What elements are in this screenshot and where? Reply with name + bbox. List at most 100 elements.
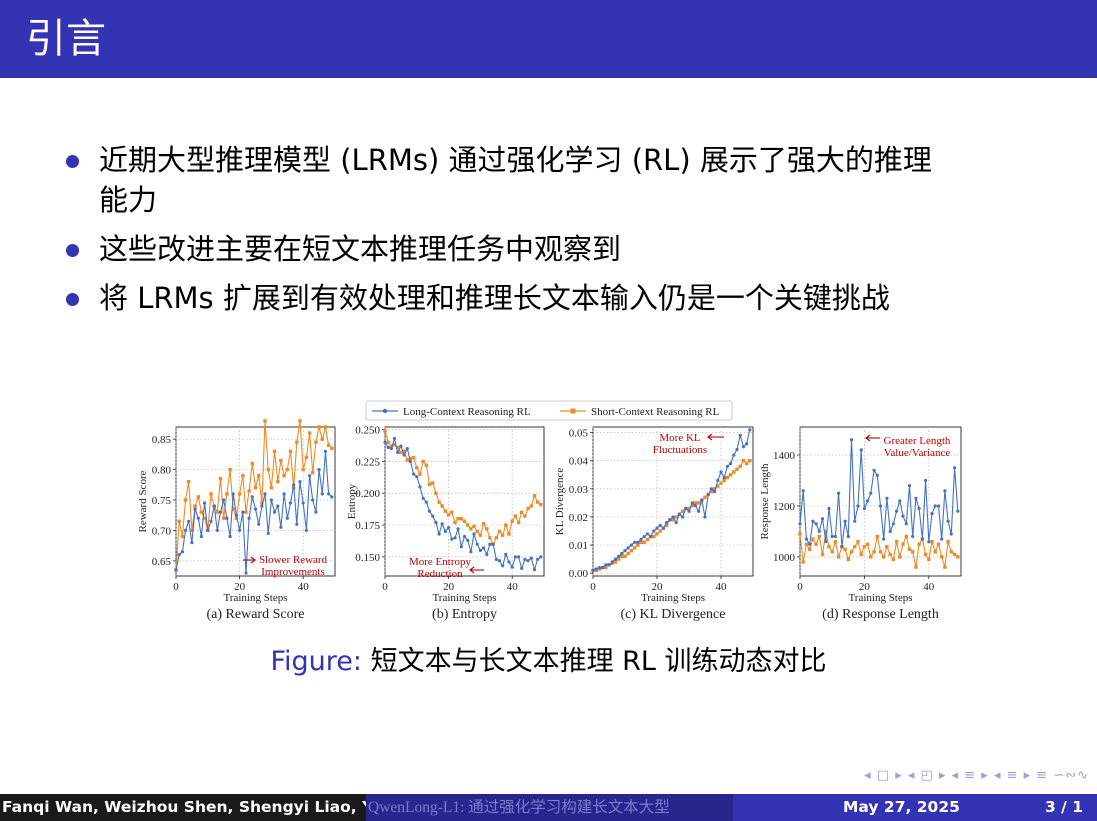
data-point-short [434, 491, 438, 495]
data-point-short [222, 516, 226, 520]
data-point-long [956, 509, 960, 513]
data-point-short [703, 495, 707, 499]
x-axis-label: Training Steps [223, 592, 287, 604]
data-point-long [317, 468, 321, 472]
x-tick-label: 40 [298, 581, 310, 593]
data-point-long [520, 566, 524, 570]
data-point-short [466, 523, 470, 527]
panel-caption: (a) Reward Score [207, 607, 305, 622]
data-point-short [817, 534, 821, 539]
data-point-short [526, 506, 530, 511]
legend-long-marker [382, 408, 388, 414]
y-tick-label: 0.85 [152, 434, 172, 446]
data-point-long [607, 563, 611, 567]
data-point-short [443, 509, 448, 513]
data-point-long [642, 535, 646, 539]
data-point-long [260, 504, 264, 508]
data-point-short [836, 555, 841, 559]
data-point-short [311, 470, 315, 475]
y-tick-label: 0.00 [569, 568, 589, 580]
data-point-short [846, 557, 850, 562]
beamer-navigation-icons[interactable]: ◂ □ ▸ ◂ ◰ ▸ ◂ ≡ ▸ ◂ ≡ ▸ ≡ ∽∾∿ [864, 768, 1089, 783]
data-point-short [501, 533, 505, 537]
y-axis-label: Reward Score [137, 470, 149, 532]
y-tick-label: 0.70 [152, 525, 172, 537]
data-point-long [610, 560, 614, 564]
footer-right: May 27, 2025 3 / 1 [733, 794, 1097, 821]
bullet-item-2: 这些改进主要在短文本推理任务中观察到 [66, 229, 1066, 269]
data-point-long [649, 535, 653, 539]
data-point-long [924, 478, 928, 483]
y-tick-label: 0.200 [355, 488, 380, 500]
data-point-short [613, 560, 618, 564]
data-point-long [517, 555, 521, 559]
data-point-short [215, 510, 219, 514]
y-tick-label: 0.01 [569, 540, 588, 552]
data-point-short [907, 547, 912, 551]
data-point-long [639, 537, 643, 542]
data-point-short [402, 449, 406, 453]
y-axis-label: Entropy [346, 483, 358, 519]
data-point-long [327, 492, 331, 496]
data-point-long [244, 571, 248, 575]
data-point-long [674, 521, 678, 525]
data-point-long [234, 513, 238, 517]
data-point-long [722, 476, 726, 480]
data-point-short [820, 552, 825, 557]
data-point-long [604, 563, 608, 567]
data-point-long [314, 510, 318, 514]
data-point-long [408, 459, 412, 463]
data-point-long [241, 510, 245, 514]
data-point-short [504, 523, 508, 527]
data-point-short [620, 554, 624, 558]
bullet-text-3: 将 LRMs 扩展到有效处理和推理长文本输入仍是一个关键挑战 [99, 281, 890, 315]
x-tick-label: 40 [507, 581, 519, 593]
data-point-long [196, 516, 200, 520]
data-point-long [285, 516, 289, 520]
data-point-long [859, 448, 863, 452]
data-point-short [282, 474, 286, 478]
data-point-long [878, 504, 883, 508]
data-point-short [488, 536, 492, 540]
data-point-long [298, 480, 302, 484]
data-point-long [690, 501, 694, 505]
data-point-short [914, 565, 918, 569]
data-point-long [282, 492, 286, 496]
x-tick-label: 0 [173, 581, 179, 593]
data-point-short [307, 431, 312, 435]
data-point-short [801, 560, 805, 564]
data-point-long [183, 528, 188, 532]
data-point-short [462, 519, 467, 523]
data-point-short [475, 529, 479, 534]
data-point-short [218, 477, 223, 481]
figure-training-dynamics: Long-Context Reasoning RL Short-Context R… [0, 395, 1097, 635]
data-point-short [735, 467, 739, 471]
data-point-long [824, 540, 828, 544]
data-point-short [276, 480, 280, 484]
data-point-short [228, 467, 232, 472]
data-point-short [827, 545, 831, 549]
data-point-short [539, 503, 543, 507]
chart-panel-3: 0.00 0.01 0.02 0.03 0.04 0.05 0 20 40 Training St… [554, 426, 754, 622]
y-tick-label: 0.04 [569, 456, 589, 468]
data-point-short [885, 545, 889, 549]
data-point-short [882, 555, 886, 559]
data-point-short [304, 455, 309, 460]
data-point-long [811, 519, 815, 523]
data-point-long [671, 515, 675, 519]
data-point-short [202, 516, 207, 520]
data-point-short [193, 504, 197, 508]
data-point-short [250, 461, 254, 466]
data-point-short [263, 419, 267, 423]
data-point-long [617, 554, 621, 558]
data-point-short [279, 458, 283, 463]
annotation-line-1: More KL [659, 432, 701, 444]
data-point-short [623, 554, 627, 558]
data-point-short [446, 513, 451, 517]
bullet-text-1-line-2: 能力 [99, 183, 158, 217]
data-point-long [497, 559, 502, 563]
data-point-long [469, 550, 473, 554]
data-point-long [594, 567, 598, 571]
data-point-short [411, 455, 416, 460]
data-point-short [225, 492, 229, 496]
